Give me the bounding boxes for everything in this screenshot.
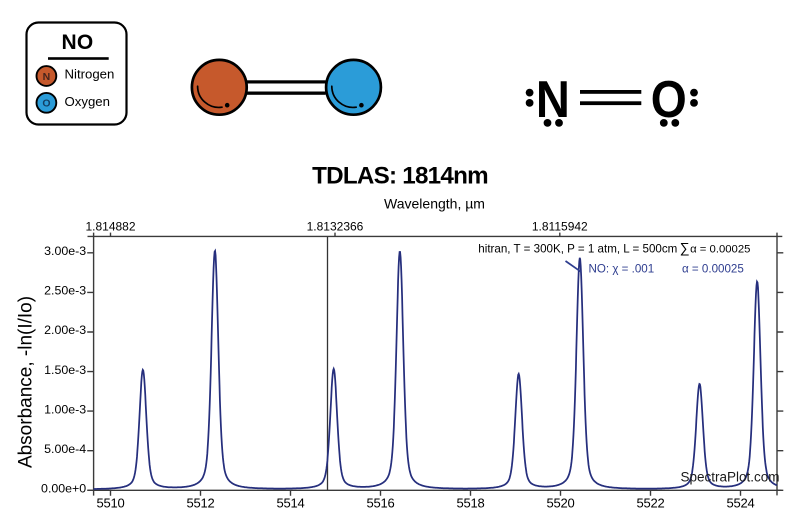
svg-text:1.814882: 1.814882 [85,220,135,234]
svg-text:5520: 5520 [547,496,575,511]
svg-text:1.8115942: 1.8115942 [532,220,588,234]
svg-text:5512: 5512 [187,496,215,511]
svg-text:5510: 5510 [97,496,125,511]
svg-text:2.50e-3: 2.50e-3 [44,284,86,298]
svg-text:NO: χ = .001: NO: χ = .001 [589,262,655,275]
svg-text:Nitrogen: Nitrogen [65,66,115,81]
svg-text:N: N [536,70,570,128]
svg-text:5524: 5524 [727,496,755,511]
svg-text:3.00e-3: 3.00e-3 [44,244,86,258]
svg-text:∑α = 0.00025: ∑α = 0.00025 [680,240,751,255]
svg-text:5.00e-4: 5.00e-4 [44,442,86,456]
svg-text:N: N [43,71,51,83]
svg-text:O: O [651,70,687,128]
svg-text:2.00e-3: 2.00e-3 [44,323,86,337]
svg-text:1.00e-3: 1.00e-3 [44,402,86,416]
svg-text:α = 0.00025: α = 0.00025 [682,262,744,275]
svg-text:5522: 5522 [637,496,665,511]
svg-text:NO: NO [61,31,93,54]
svg-text:5516: 5516 [367,496,395,511]
svg-text:TDLAS: 1814nm: TDLAS: 1814nm [312,163,488,190]
svg-text:1.8132366: 1.8132366 [307,220,364,234]
svg-text:1.50e-3: 1.50e-3 [44,363,86,377]
svg-text:O: O [42,98,50,110]
svg-text:hitran, T = 300K, P = 1 atm, L: hitran, T = 300K, P = 1 atm, L = 500cm [478,242,677,255]
svg-text:SpectraPlot.com: SpectraPlot.com [681,470,780,485]
svg-text:Wavelength, µm: Wavelength, µm [384,196,485,212]
svg-text:0.00e+0: 0.00e+0 [41,482,86,496]
svg-text:Oxygen: Oxygen [65,94,110,109]
svg-text:5514: 5514 [277,496,305,511]
svg-text:5518: 5518 [457,496,485,511]
svg-text:Absorbance, -ln(I/Io): Absorbance, -ln(I/Io) [16,296,37,468]
